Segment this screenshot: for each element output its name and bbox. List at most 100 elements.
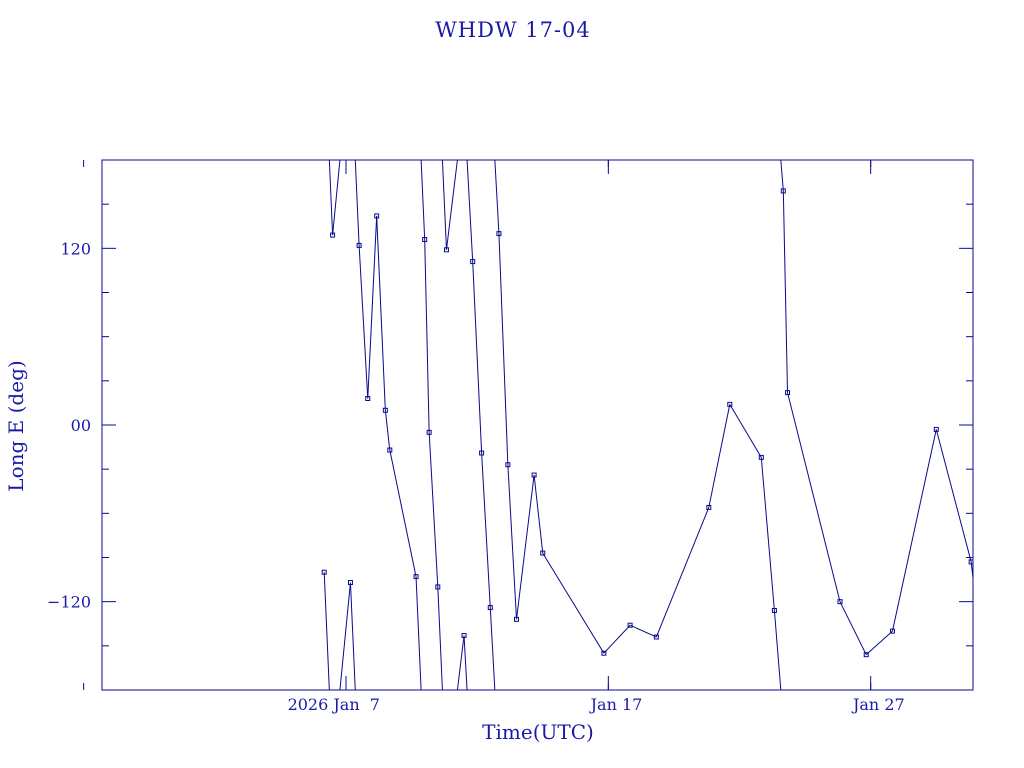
series-segment [629,624,657,638]
data-point [785,390,791,396]
y-tick-label: −120 [47,593,91,612]
longitude-series [321,160,1024,690]
axis-ticks [83,160,973,690]
series-segment [780,160,784,191]
series-segment [367,215,378,399]
series-segment [445,160,458,250]
series-segment [494,160,500,234]
x-tick-label: Jan 27 [851,695,905,714]
data-point [933,426,939,432]
data-point [479,450,485,456]
plot-frame [101,159,974,691]
data-point [514,616,520,622]
series-segment [782,190,789,393]
series-segment [376,215,386,411]
data-point [863,652,869,658]
data-point [974,600,978,604]
series-segment [389,449,417,577]
series-segment [997,580,1002,690]
series-segment [349,582,356,690]
data-point [706,504,712,510]
data-point [1004,243,1008,247]
data-point [505,462,511,468]
series-segment [542,552,605,654]
series-segment [437,586,443,690]
series-segment [516,474,535,620]
series-segment [760,457,775,611]
series-segment [358,245,369,399]
data-point [330,232,336,238]
y-tick-label: 120 [60,239,91,258]
x-axis-label: Time(UTC) [482,720,594,744]
data-point [601,650,607,656]
y-axis-tick-labels: −120 00 120 [47,239,91,611]
series-segment [708,404,731,508]
series-segment [441,160,447,250]
y-axis-label: Long E (deg) [4,360,28,491]
series-segment [456,635,465,690]
series-segment [839,601,867,655]
series-segment [328,160,334,236]
series-segment [420,160,426,240]
series-segment [415,576,422,690]
series-segment [489,607,496,690]
series-segment [384,410,391,451]
data-point [780,188,786,194]
series-segment [787,392,841,602]
data-point [758,454,764,460]
series-segment [935,429,972,563]
data-point [968,559,973,565]
series-segment [323,572,330,690]
series-segment [970,561,973,583]
series-segment [507,464,518,620]
series-segment [773,610,782,690]
series-segment [428,432,439,587]
data-point [382,407,388,413]
data-point [995,578,999,582]
data-point [321,569,327,575]
data-point [443,247,449,253]
series-segment [891,429,937,632]
data-point [653,634,659,640]
data-point [889,628,895,634]
data-point [496,231,502,237]
series-segment [354,160,360,246]
data-point [771,608,777,613]
data-point [365,396,371,401]
series-segment [1015,597,1024,690]
series-segment [603,624,631,654]
series-segment [332,160,341,236]
x-tick-label: 2026 Jan 7 [288,695,380,714]
data-point [627,622,633,628]
series-segment [472,261,483,453]
data-point [347,580,353,586]
data-point [540,550,546,556]
series-segment [463,635,468,690]
data-point [461,633,467,639]
series-segment [339,582,351,690]
data-point [531,472,537,478]
series-segment [466,160,474,262]
series-segment [533,475,544,554]
chart-title: WHDW 17-04 [435,18,591,42]
data-point [487,605,493,611]
data-point [413,574,419,580]
series-segment [424,239,430,433]
series-segment [481,452,491,608]
y-tick-label: 00 [71,416,91,435]
series-segment [1002,160,1006,245]
data-point [374,213,380,219]
series-segment [1006,160,1014,245]
series-segment [976,580,998,602]
data-point [387,447,393,453]
data-point [837,599,843,605]
x-tick-label: Jan 17 [589,695,643,714]
series-segment [865,630,893,656]
data-point [422,237,428,242]
data-point [435,584,441,590]
data-point [356,242,362,248]
data-point [727,401,733,407]
series-segment [498,233,509,465]
